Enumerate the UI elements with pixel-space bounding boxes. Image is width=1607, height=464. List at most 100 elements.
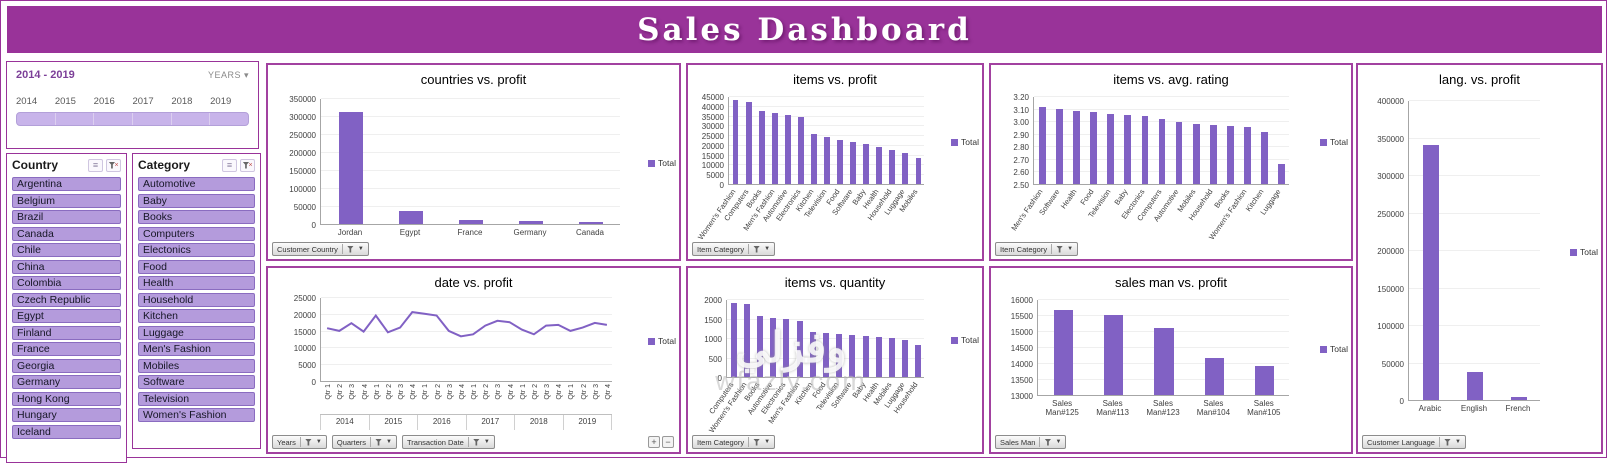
chevron-down-icon: ▼ [1067, 246, 1074, 252]
bar [1467, 371, 1483, 400]
slicer-list: Automotive Baby Books Computers Electonics Fo… [138, 177, 255, 425]
x-axis-quarter-label: Qtr 2 [337, 384, 345, 400]
legend-swatch-icon [1320, 138, 1328, 146]
timeline-bar[interactable] [16, 112, 249, 126]
gridline [1034, 108, 1289, 110]
slicer-item-automotive[interactable]: Automotive [138, 177, 255, 191]
x-axis-label: Sales Man#123 [1146, 399, 1180, 418]
filter-button-sales-man[interactable]: Sales Man ▼ [995, 435, 1067, 449]
multi-select-icon[interactable]: ≡ [88, 158, 103, 172]
bar [1104, 315, 1124, 395]
timeline-field-button[interactable]: YEARS ▾ [208, 70, 249, 81]
slicer-item-iceland[interactable]: Iceland [12, 424, 121, 439]
timeline-segment[interactable] [56, 113, 95, 125]
chart-legend: Total [1320, 137, 1348, 147]
slicer-item-food[interactable]: Food [138, 259, 255, 274]
slicer-item-czech-republic[interactable]: Czech Republic [12, 292, 121, 307]
slicer-item-argentina[interactable]: Argentina [12, 177, 121, 191]
slicer-item-germany[interactable]: Germany [12, 375, 121, 389]
multi-select-icon[interactable]: ≡ [222, 158, 237, 172]
slicer-item-kitchen[interactable]: Kitchen [138, 309, 255, 323]
slicer-item-colombia[interactable]: Colombia [12, 276, 121, 290]
chevron-down-icon: ▼ [386, 439, 392, 445]
bar [339, 112, 363, 224]
timeline-range-label: 2014 - 2019 [16, 69, 75, 81]
chevron-down-icon: ▼ [1055, 439, 1062, 445]
slicer-item-brazil[interactable]: Brazil [12, 210, 121, 224]
legend-swatch-icon [951, 336, 959, 344]
timeline-field-label: YEARS [207, 70, 241, 80]
x-axis-label: French [1505, 404, 1531, 413]
clear-filter-icon[interactable]: × [106, 158, 121, 172]
slicer-item-television[interactable]: Television [138, 391, 255, 406]
y-axis-tick-label: 14500 [1010, 344, 1033, 353]
timeline-segment[interactable] [17, 113, 56, 125]
filter-button-transaction-date[interactable]: Transaction Date ▼ [402, 435, 495, 449]
slicer-item-software[interactable]: Software [138, 375, 255, 389]
filter-button-label: Item Category [1000, 244, 1048, 254]
slicer-item-household[interactable]: Household [138, 292, 255, 307]
chart-countries-vs-profit: countries vs. profit 0 50000 100000 150000 20… [266, 63, 681, 261]
slicer-item-finland[interactable]: Finland [12, 325, 121, 340]
funnel-icon [108, 161, 116, 169]
x-axis-quarter-label: Qtr 4 [507, 384, 515, 400]
slicer-item-china[interactable]: China [12, 259, 121, 274]
chevron-down-icon: ▼ [357, 246, 364, 252]
zoom-out-button[interactable]: − [662, 436, 674, 448]
filter-button-item-category[interactable]: Item Category ▼ [692, 242, 776, 256]
gridline [1038, 315, 1289, 316]
bar [758, 110, 765, 184]
filter-button-customer-language[interactable]: Customer Language ▼ [1362, 435, 1466, 449]
slicer-item-georgia[interactable]: Georgia [12, 358, 121, 373]
slicer-item-electonics[interactable]: Electonics [138, 243, 255, 257]
slicer-item-computers[interactable]: Computers [138, 226, 255, 241]
slicer-item-france[interactable]: France [12, 342, 121, 356]
clear-filter-icon[interactable]: × [240, 158, 255, 172]
x-axis-quarter-label: Qtr 1 [373, 384, 381, 400]
bar [797, 116, 804, 184]
gridline [321, 297, 612, 298]
timeline-segment[interactable] [210, 113, 248, 125]
filter-button-customer-country[interactable]: Customer Country ▼ [272, 242, 369, 256]
legend-label: Total [961, 335, 979, 345]
chart-title: items vs. profit [793, 72, 877, 87]
bar [1124, 114, 1132, 184]
slicer-item-mobiles[interactable]: Mobiles [138, 358, 255, 373]
bar [1226, 126, 1234, 184]
slicer-item-women-s-fashion[interactable]: Women's Fashion [138, 408, 255, 422]
filter-button-item-category[interactable]: Item Category ▼ [692, 435, 776, 449]
plot-area [1408, 100, 1540, 401]
y-axis-tick-label: 3.10 [1013, 105, 1029, 115]
y-axis-tick-label: 0 [719, 181, 724, 190]
slicer-item-hong-kong[interactable]: Hong Kong [12, 391, 121, 406]
timeline-year-label: 2015 [54, 96, 76, 107]
slicer-item-chile[interactable]: Chile [12, 243, 121, 257]
slicer-item-hungary[interactable]: Hungary [12, 408, 121, 422]
slicer-item-men-s-fashion[interactable]: Men's Fashion [138, 342, 255, 356]
slicer-item-belgium[interactable]: Belgium [12, 193, 121, 208]
slicer-item-books[interactable]: Books [138, 210, 255, 224]
gridline [1409, 212, 1540, 214]
timeline-segment[interactable] [172, 113, 211, 125]
plot-area [320, 98, 620, 225]
bar [771, 112, 778, 184]
slicer-item-baby[interactable]: Baby [138, 193, 255, 208]
timeline-segment[interactable] [133, 113, 172, 125]
y-axis-tick-label: 100000 [289, 185, 316, 194]
timeline-slicer: 2014 - 2019 YEARS ▾ 2014 2015 2016 2017 2018… [6, 61, 259, 149]
timeline-segment[interactable] [94, 113, 134, 125]
filter-button-years[interactable]: Years ▼ [272, 435, 327, 449]
x-axis-quarter-label: Qtr 3 [592, 384, 600, 400]
slicer-item-luggage[interactable]: Luggage [138, 325, 255, 340]
x-axis-year-label: 2017 [467, 415, 515, 430]
funnel-icon [375, 438, 383, 446]
x-axis-year-label: 2019 [564, 415, 612, 430]
bar [399, 211, 423, 224]
slicer-item-canada[interactable]: Canada [12, 226, 121, 241]
zoom-in-button[interactable]: + [648, 436, 660, 448]
slicer-item-egypt[interactable]: Egypt [12, 309, 121, 323]
filter-button-quarters[interactable]: Quarters ▼ [331, 435, 397, 449]
filter-button-item-category[interactable]: Item Category ▼ [995, 242, 1079, 256]
legend-swatch-icon [1320, 345, 1328, 353]
slicer-item-health[interactable]: Health [138, 276, 255, 290]
